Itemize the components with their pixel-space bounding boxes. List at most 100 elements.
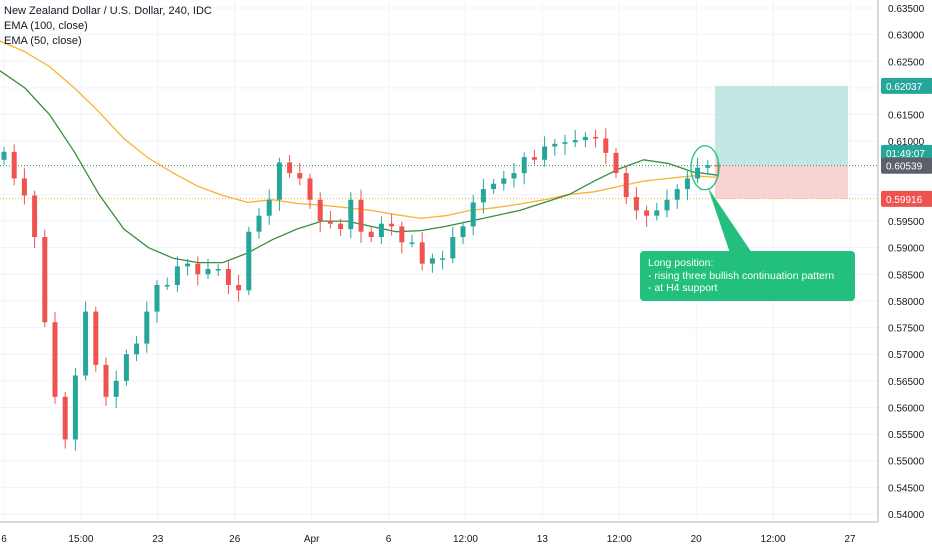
- candle-body: [552, 143, 558, 147]
- price-tick-label: 0.58000: [888, 297, 925, 308]
- candle-body: [144, 311, 150, 344]
- rising-three-pattern-marker: [690, 145, 720, 191]
- candle-body: [654, 210, 660, 216]
- candle-body: [531, 157, 537, 160]
- candle-body: [338, 223, 344, 230]
- candle-body: [664, 199, 670, 211]
- candle-body: [542, 146, 548, 160]
- price-tick-label: 0.59500: [888, 217, 925, 228]
- price-tick-label: 0.58500: [888, 270, 925, 281]
- candle-body: [368, 231, 374, 238]
- candle-body: [276, 162, 282, 200]
- time-tick-label: 27: [844, 534, 856, 545]
- price-badge-label: 0.60539: [886, 162, 923, 173]
- candle-body: [409, 242, 415, 244]
- candle-body: [174, 266, 180, 285]
- candle-body: [134, 343, 140, 355]
- annotation-line: - rising three bullish continuation patt…: [648, 269, 835, 282]
- annotation-line: Long position:: [648, 257, 714, 269]
- price-badge: [881, 77, 932, 94]
- candle-body: [521, 157, 527, 174]
- candle-body: [470, 202, 476, 227]
- candle-body: [705, 165, 711, 168]
- candle-body: [695, 167, 701, 179]
- candle-body: [572, 140, 578, 143]
- time-tick-label: 6: [1, 534, 7, 545]
- candle-body: [11, 151, 17, 179]
- time-tick-label: 12:00: [453, 534, 478, 545]
- ema100-legend[interactable]: EMA (100, close): [4, 20, 88, 32]
- price-tick-label: 0.55500: [888, 430, 925, 441]
- candle-body: [429, 258, 435, 264]
- candle-body: [164, 284, 170, 287]
- price-tick-label: 0.54500: [888, 483, 925, 494]
- time-tick-label: 26: [229, 534, 241, 545]
- candle-body: [644, 210, 650, 216]
- candle-body: [287, 162, 293, 174]
- price-tick-label: 0.57500: [888, 324, 925, 335]
- price-tick-label: 0.55000: [888, 457, 925, 468]
- price-tick-label: 0.56000: [888, 403, 925, 414]
- price-tick-label: 0.61000: [888, 137, 925, 148]
- candle-body: [32, 195, 38, 238]
- candle-body: [378, 223, 384, 238]
- candle-body: [501, 178, 507, 184]
- price-tick-label: 0.57000: [888, 350, 925, 361]
- time-tick-label: 12:00: [607, 534, 632, 545]
- price-badge-label: 0.62037: [886, 82, 923, 93]
- annotation-line: - at H4 support: [648, 282, 718, 294]
- candle-body: [419, 242, 425, 264]
- candle-body: [103, 364, 109, 397]
- candle-body: [348, 199, 354, 230]
- candle-body: [185, 263, 191, 267]
- candle-body: [491, 183, 497, 190]
- long-position-zones[interactable]: [715, 85, 848, 199]
- candle-body: [72, 375, 78, 440]
- long-position-annotation[interactable]: Long position: - rising three bullish co…: [640, 251, 855, 301]
- candle-body: [154, 284, 160, 312]
- time-tick-label: 20: [691, 534, 703, 545]
- candle-body: [480, 189, 486, 203]
- time-tick-label: 23: [152, 534, 164, 545]
- candle-body: [389, 223, 395, 227]
- candle-body: [236, 284, 242, 291]
- ema50-line: [0, 70, 719, 264]
- ema100-line: [0, 40, 719, 220]
- annotation-pointer: [708, 187, 752, 253]
- time-tick-label: 15:00: [68, 534, 93, 545]
- candle-body: [399, 226, 405, 243]
- candle-body: [205, 268, 211, 275]
- candle-body: [582, 136, 588, 141]
- candle-body: [1, 151, 7, 160]
- candle-body: [317, 199, 323, 222]
- stop-loss-zone: [715, 165, 848, 199]
- candle-body: [603, 138, 609, 153]
- grid-lines: [0, 0, 878, 522]
- candle-body: [358, 199, 364, 232]
- candle-body: [684, 178, 690, 190]
- price-tick-label: 0.54000: [888, 510, 925, 521]
- candle-body: [307, 178, 313, 200]
- ema50-legend[interactable]: EMA (50, close): [4, 35, 82, 47]
- price-tick-label: 0.62500: [888, 57, 925, 68]
- candle-body: [613, 152, 619, 174]
- symbol-title[interactable]: New Zealand Dollar / U.S. Dollar, 240, I…: [4, 5, 212, 17]
- price-tick-label: 0.63500: [888, 4, 925, 15]
- candle-body: [297, 173, 303, 179]
- candle-body: [113, 380, 119, 397]
- candle-body: [715, 165, 721, 167]
- candle-body: [93, 311, 99, 365]
- candle-body: [256, 215, 262, 232]
- candle-body: [674, 189, 680, 200]
- candle-body: [511, 173, 517, 179]
- price-badge-label: 0.59916: [886, 195, 923, 206]
- price-tick-label: 0.56500: [888, 377, 925, 388]
- pattern-markers: [690, 145, 752, 253]
- price-tick-label: 0.63000: [888, 31, 925, 42]
- candle-body: [225, 268, 231, 285]
- time-tick-label: 12:00: [761, 534, 786, 545]
- price-badge: [881, 157, 932, 174]
- candle-body: [21, 178, 27, 196]
